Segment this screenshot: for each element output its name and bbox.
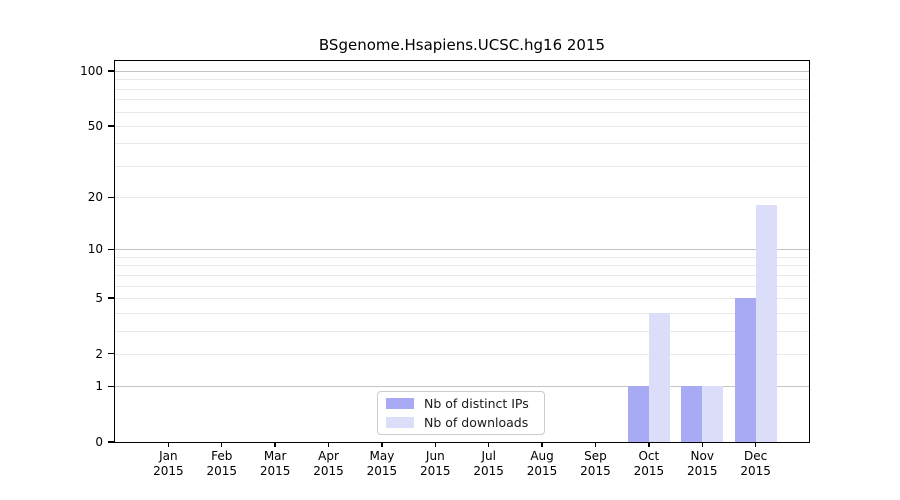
gridline-minor <box>115 88 809 90</box>
x-label-month: Sep <box>584 449 607 463</box>
bar-dec-downloads <box>755 205 777 442</box>
x-label-year: 2015 <box>580 464 611 478</box>
x-label-month: Jun <box>425 449 445 463</box>
x-tick-nov <box>701 442 703 447</box>
x-label-jan: Jan 2015 <box>136 449 200 479</box>
y-label-20: 20 <box>87 190 103 205</box>
x-label-year: 2015 <box>366 464 398 478</box>
gridline-minor <box>115 125 809 127</box>
x-label-year: 2015 <box>206 464 238 478</box>
x-label-nov: Nov 2015 <box>670 449 734 479</box>
y-tick-20 <box>108 196 114 198</box>
x-label-mar: Mar 2015 <box>243 449 307 479</box>
gridline-minor <box>115 111 809 113</box>
y-tick-2 <box>108 352 114 355</box>
y-label-10: 10 <box>87 242 103 257</box>
y-tick-100 <box>108 70 114 72</box>
x-label-jun: Jun 2015 <box>403 449 467 479</box>
x-label-apr: Apr 2015 <box>297 449 361 479</box>
x-label-dec: Dec 2015 <box>724 449 788 479</box>
y-tick-50 <box>108 125 114 127</box>
gridline-minor <box>115 330 809 332</box>
y-tick-1 <box>108 385 114 387</box>
legend-item-downloads: Nb of downloads <box>386 415 536 430</box>
x-label-year: 2015 <box>686 464 718 478</box>
x-tick-mar <box>274 442 276 447</box>
x-tick-jul <box>487 442 490 447</box>
x-label-year: 2015 <box>153 464 184 478</box>
x-tick-jan <box>167 442 170 447</box>
gridline-minor <box>115 297 809 299</box>
x-label-jul: Jul 2015 <box>457 449 521 479</box>
y-label-1: 1 <box>95 379 103 394</box>
x-tick-jun <box>434 442 436 447</box>
chart-title: BSgenome.Hsapiens.UCSC.hg16 2015 <box>318 36 606 54</box>
x-label-oct: Oct 2015 <box>617 449 681 479</box>
y-label-5: 5 <box>95 290 103 305</box>
bar-oct-downloads <box>648 312 670 442</box>
plot-area: Jan 2015 Feb 2015 Mar 2015 Apr 2015 May 2015 Jun 20… <box>80 60 810 478</box>
gridline-minor <box>115 353 809 355</box>
x-label-month: Aug <box>530 449 554 463</box>
gridline-minor <box>115 165 809 167</box>
gridline-minor <box>115 265 809 267</box>
y-label-50: 50 <box>87 118 103 133</box>
gridline-minor <box>115 197 809 199</box>
gridline-minor <box>115 274 809 276</box>
legend: Nb of distinct IPs Nb of downloads <box>377 391 545 435</box>
x-label-year: 2015 <box>473 464 504 478</box>
legend-label-downloads: Nb of downloads <box>424 415 529 430</box>
x-label-year: 2015 <box>526 464 558 478</box>
x-label-month: Nov <box>690 449 714 463</box>
y-tick-10 <box>108 248 114 250</box>
gridline-major <box>115 249 809 251</box>
x-label-year: 2015 <box>313 464 344 478</box>
x-label-year: 2015 <box>740 464 771 478</box>
x-tick-feb <box>221 442 223 447</box>
x-label-may: May 2015 <box>350 449 414 479</box>
x-label-month: Oct <box>638 449 660 463</box>
bar-nov-ips <box>681 386 703 442</box>
x-tick-oct <box>648 442 650 447</box>
legend-label-distinct-ips: Nb of distinct IPs <box>424 396 529 411</box>
x-label-year: 2015 <box>420 464 451 478</box>
gridline-minor <box>115 143 809 145</box>
x-label-month: Feb <box>211 449 233 463</box>
bar-dec-ips <box>734 297 756 442</box>
x-tick-sep <box>594 442 597 447</box>
x-label-month: May <box>369 449 395 463</box>
legend-swatch-downloads <box>386 417 414 428</box>
gridline-minor <box>115 99 809 101</box>
gridline-minor <box>115 312 809 314</box>
gridline-minor <box>115 79 809 81</box>
bar-oct-ips <box>627 386 649 442</box>
x-tick-may <box>381 442 383 447</box>
bar-nov-downloads <box>702 386 724 442</box>
gridline-minor <box>115 256 809 258</box>
y-label-100: 100 <box>80 64 103 78</box>
x-tick-apr <box>327 442 330 447</box>
gridline-major <box>115 71 809 72</box>
x-label-month: Mar <box>263 449 287 463</box>
x-label-month: Dec <box>743 449 768 463</box>
legend-item-distinct-ips: Nb of distinct IPs <box>386 396 536 411</box>
x-label-sep: Sep 2015 <box>563 449 627 479</box>
gridline-minor <box>115 285 809 287</box>
legend-swatch-distinct-ips <box>386 398 414 409</box>
x-label-month: Jul <box>481 449 496 463</box>
y-tick-0 <box>108 441 114 443</box>
x-label-month: Apr <box>318 449 339 463</box>
x-label-year: 2015 <box>259 464 291 478</box>
y-tick-5 <box>108 297 114 299</box>
y-label-0: 0 <box>95 435 103 449</box>
x-label-aug: Aug 2015 <box>510 449 574 479</box>
gridline-major <box>115 386 809 388</box>
x-tick-aug <box>541 442 543 447</box>
y-label-2: 2 <box>95 346 103 361</box>
x-tick-dec <box>754 442 757 447</box>
x-label-month: Jan <box>159 449 178 463</box>
x-label-year: 2015 <box>633 464 665 478</box>
x-label-feb: Feb 2015 <box>190 449 254 479</box>
